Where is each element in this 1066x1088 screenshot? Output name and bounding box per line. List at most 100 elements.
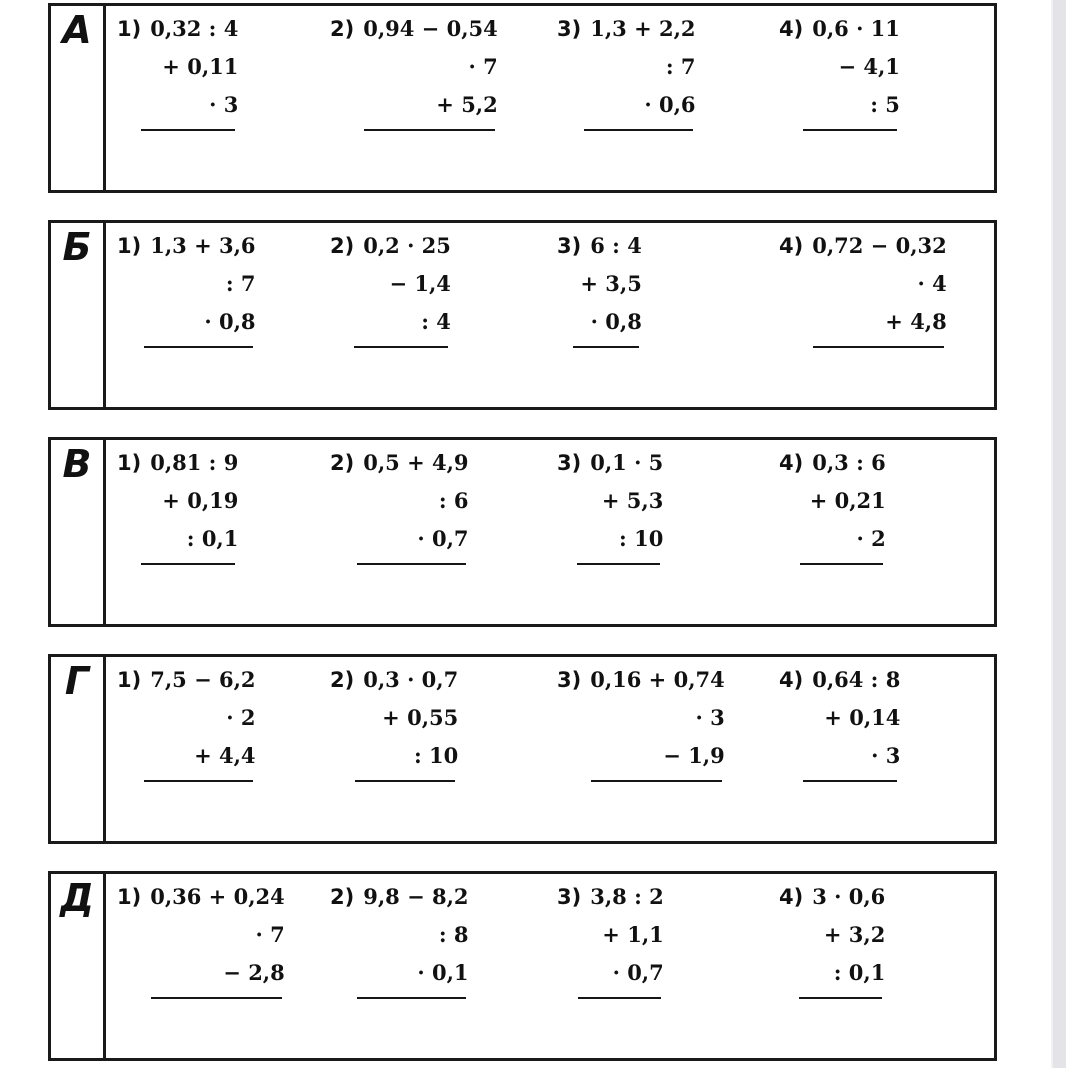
- answer-blank-line: [802, 129, 897, 131]
- operation-line: : 5: [870, 92, 900, 117]
- operation-line: + 3,5: [580, 271, 642, 296]
- row-v: В 1) 0,81 : 9 + 0,19 : 0,1 2) 0,5 + 4,9 : …: [48, 437, 997, 627]
- exercise-first-line: 3) 3,8 : 2: [557, 878, 664, 916]
- exercise-number: 2): [330, 451, 355, 475]
- exercise-number: 1): [117, 234, 142, 258]
- answer-blank-line: [812, 346, 944, 348]
- answer-blank-line: [144, 780, 253, 782]
- row-label: Б: [51, 223, 106, 407]
- exercise-first-line: 2) 0,94 − 0,54: [330, 10, 498, 48]
- row-a: А 1) 0,32 : 4 + 0,11 · 3 2) 0,94 − 0,54 · …: [48, 3, 997, 193]
- operation-line: : 7: [225, 271, 256, 296]
- operation-line: + 4,8: [885, 309, 947, 334]
- answer-blank-line: [150, 997, 282, 999]
- operation-line: + 3,2: [823, 922, 886, 947]
- worksheet: А 1) 0,32 : 4 + 0,11 · 3 2) 0,94 − 0,54 · …: [48, 3, 997, 1088]
- operation-line: : 0,1: [186, 526, 239, 551]
- exercise-d-2: 2) 9,8 − 8,2 : 8 · 0,1: [330, 878, 469, 999]
- row-a-content: 1) 0,32 : 4 + 0,11 · 3 2) 0,94 − 0,54 · 7 …: [106, 6, 994, 190]
- operation-line: · 4: [917, 271, 947, 296]
- row-label: Г: [51, 657, 106, 841]
- answer-blank-line: [577, 563, 661, 565]
- exercise-first-line: 4) 0,6 · 11: [779, 10, 900, 48]
- operation-line: · 3: [209, 92, 239, 117]
- exercise-first-line: 2) 0,5 + 4,9: [330, 444, 469, 482]
- answer-blank-line: [572, 346, 639, 348]
- exercise-expression: 9,8 − 8,2: [363, 884, 469, 909]
- operation-line: · 7: [255, 922, 285, 947]
- exercise-expression: 0,32 : 4: [150, 16, 239, 41]
- row-label: А: [51, 6, 106, 190]
- answer-blank-line: [577, 997, 661, 999]
- operation-line: : 10: [413, 743, 459, 768]
- exercise-number: 4): [779, 451, 804, 475]
- exercise-number: 2): [330, 668, 355, 692]
- exercise-first-line: 1) 0,81 : 9: [117, 444, 238, 482]
- exercise-g-1: 1) 7,5 − 6,2 · 2 + 4,4: [117, 661, 256, 782]
- operation-line: + 0,19: [162, 488, 239, 513]
- exercise-a-4: 4) 0,6 · 11 − 4,1 : 5: [779, 10, 900, 131]
- operation-line: · 0,7: [612, 960, 664, 985]
- exercise-a-1: 1) 0,32 : 4 + 0,11 · 3: [117, 10, 238, 131]
- row-label: В: [51, 440, 106, 624]
- exercise-first-line: 4) 0,72 − 0,32: [779, 227, 947, 265]
- exercise-first-line: 2) 0,3 · 0,7: [330, 661, 458, 699]
- exercise-d-1: 1) 0,36 + 0,24 · 7 − 2,8: [117, 878, 285, 999]
- operation-line: − 4,1: [838, 54, 900, 79]
- scrollbar-track[interactable]: [1051, 0, 1066, 1068]
- operation-line: + 1,1: [602, 922, 664, 947]
- operation-line: · 0,8: [204, 309, 256, 334]
- exercise-number: 2): [330, 17, 355, 41]
- operation-line: + 0,14: [824, 705, 901, 730]
- exercise-g-3: 3) 0,16 + 0,74 · 3 − 1,9: [557, 661, 725, 782]
- exercise-expression: 0,3 · 0,7: [363, 667, 459, 692]
- operation-line: : 0,1: [833, 960, 886, 985]
- operation-line: − 1,9: [663, 743, 725, 768]
- exercise-first-line: 1) 7,5 − 6,2: [117, 661, 256, 699]
- exercise-expression: 0,94 − 0,54: [363, 16, 498, 41]
- exercise-expression: 3 · 0,6: [812, 884, 886, 909]
- exercise-first-line: 2) 0,2 · 25: [330, 227, 451, 265]
- row-b: Б 1) 1,3 + 3,6 : 7 · 0,8 2) 0,2 · 25 − 1,4…: [48, 220, 997, 410]
- operation-line: + 0,11: [162, 54, 239, 79]
- answer-blank-line: [140, 129, 236, 131]
- exercise-expression: 6 : 4: [590, 233, 642, 258]
- exercise-number: 4): [779, 17, 804, 41]
- exercise-number: 2): [330, 234, 355, 258]
- exercise-expression: 1,3 + 2,2: [590, 16, 696, 41]
- answer-blank-line: [357, 997, 466, 999]
- exercise-d-3: 3) 3,8 : 2 + 1,1 · 0,7: [557, 878, 664, 999]
- answer-blank-line: [140, 563, 236, 565]
- row-label: Д: [51, 874, 106, 1058]
- operation-line: · 2: [226, 705, 256, 730]
- operation-line: − 2,8: [223, 960, 285, 985]
- row-g-content: 1) 7,5 − 6,2 · 2 + 4,4 2) 0,3 · 0,7 + 0,55…: [106, 657, 994, 841]
- answer-blank-line: [584, 129, 693, 131]
- exercise-v-3: 3) 0,1 · 5 + 5,3 : 10: [557, 444, 663, 565]
- exercise-number: 3): [557, 17, 582, 41]
- operation-line: : 8: [438, 922, 469, 947]
- operation-line: · 2: [856, 526, 886, 551]
- row-g: Г 1) 7,5 − 6,2 · 2 + 4,4 2) 0,3 · 0,7 + 0,…: [48, 654, 997, 844]
- operation-line: · 0,8: [590, 309, 642, 334]
- exercise-expression: 0,5 + 4,9: [363, 450, 469, 475]
- exercise-expression: 0,2 · 25: [363, 233, 451, 258]
- row-d-content: 1) 0,36 + 0,24 · 7 − 2,8 2) 9,8 − 8,2 : 8 …: [106, 874, 994, 1058]
- exercise-number: 2): [330, 885, 355, 909]
- exercise-number: 1): [117, 885, 142, 909]
- operation-line: − 1,4: [389, 271, 451, 296]
- exercise-first-line: 3) 0,16 + 0,74: [557, 661, 725, 699]
- exercise-a-2: 2) 0,94 − 0,54 · 7 + 5,2: [330, 10, 498, 131]
- exercise-number: 1): [117, 17, 142, 41]
- operation-line: : 7: [665, 54, 696, 79]
- answer-blank-line: [357, 563, 466, 565]
- exercise-v-2: 2) 0,5 + 4,9 : 6 · 0,7: [330, 444, 469, 565]
- row-v-content: 1) 0,81 : 9 + 0,19 : 0,1 2) 0,5 + 4,9 : 6 …: [106, 440, 994, 624]
- operation-line: + 5,2: [436, 92, 498, 117]
- exercise-b-3: 3) 6 : 4 + 3,5 · 0,8: [557, 227, 642, 348]
- exercise-number: 3): [557, 451, 582, 475]
- operation-line: · 3: [871, 743, 901, 768]
- operation-line: · 0,6: [644, 92, 696, 117]
- exercise-g-2: 2) 0,3 · 0,7 + 0,55 : 10: [330, 661, 458, 782]
- operation-line: + 5,3: [601, 488, 664, 513]
